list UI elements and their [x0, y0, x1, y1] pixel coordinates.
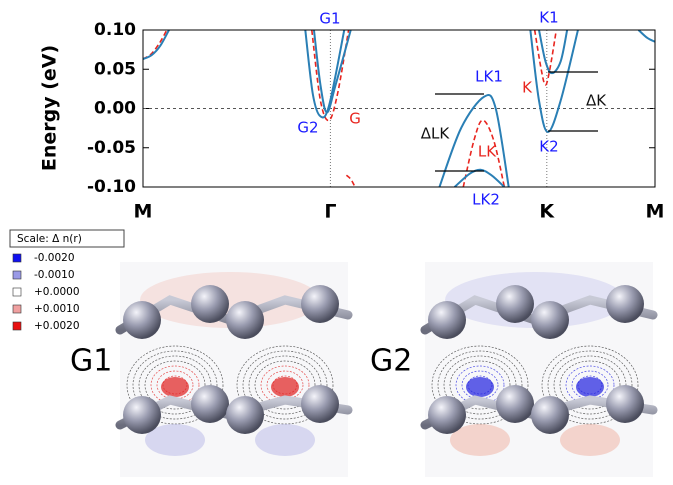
- contour: [553, 355, 627, 415]
- band-line: [529, 30, 579, 134]
- lobe-top: [140, 272, 320, 328]
- annotation: LK2: [472, 191, 500, 209]
- annotation: G2: [297, 119, 318, 137]
- y-tick-label: -0.05: [87, 138, 136, 158]
- annotation: ΔK: [586, 92, 607, 110]
- scale-swatch: [12, 304, 22, 314]
- contour: [260, 365, 310, 405]
- atom: [191, 285, 229, 323]
- density-panel: [115, 262, 353, 477]
- panel-label: G2: [370, 344, 412, 379]
- atom: [428, 396, 466, 434]
- atom: [301, 285, 339, 323]
- atom: [606, 285, 644, 323]
- atom: [496, 285, 534, 323]
- annotation: ΔLK: [421, 125, 451, 143]
- x-tick-label: Γ: [324, 201, 336, 223]
- contour: [150, 365, 200, 405]
- band-line: [143, 30, 168, 60]
- lobe: [271, 377, 299, 397]
- lobe-lower: [145, 424, 205, 456]
- band-line: [453, 168, 506, 187]
- x-tick-label: M: [646, 201, 665, 223]
- band-line: [345, 174, 356, 187]
- atom: [531, 396, 569, 434]
- band-line: [533, 30, 558, 86]
- annotation: LK: [478, 143, 497, 161]
- scale-label: -0.0020: [34, 252, 75, 264]
- atom: [301, 385, 339, 423]
- contour: [455, 365, 505, 405]
- contour: [254, 360, 316, 410]
- scale-title: Scale: Δ n(r): [17, 233, 82, 245]
- atom: [428, 301, 466, 339]
- band-line: [438, 94, 510, 187]
- lobe: [161, 377, 189, 397]
- contour: [443, 355, 517, 415]
- atom: [226, 301, 264, 339]
- scale-swatch: [12, 253, 22, 263]
- atom: [191, 385, 229, 423]
- atom: [123, 301, 161, 339]
- annotation: K1: [539, 9, 558, 27]
- annotation: K: [522, 79, 533, 97]
- atom: [123, 396, 161, 434]
- y-tick-label: -0.10: [87, 177, 136, 197]
- annotation: G: [349, 110, 361, 128]
- contour: [144, 360, 206, 410]
- scale-swatch: [12, 321, 22, 331]
- contour: [132, 350, 218, 420]
- x-tick-label: K: [539, 201, 555, 223]
- scale-swatch: [12, 287, 22, 297]
- contour: [138, 355, 212, 415]
- annotation: LK1: [475, 68, 503, 86]
- bands: [143, 30, 655, 187]
- scale-title-box: [9, 229, 125, 248]
- x-tick-label: M: [134, 201, 153, 223]
- lobe: [466, 377, 494, 397]
- y-tick-label: 0.00: [94, 99, 136, 119]
- density-panel: [420, 262, 658, 477]
- annotation: G1: [319, 10, 340, 28]
- panel-label: G1: [70, 344, 112, 379]
- contour: [437, 350, 523, 420]
- contour: [547, 350, 633, 420]
- scale-swatch: [12, 270, 22, 280]
- plot-frame: [142, 29, 656, 188]
- lobe: [576, 377, 604, 397]
- y-tick-label: 0.05: [94, 59, 136, 79]
- scale-label: +0.0000: [34, 286, 80, 298]
- band-line: [312, 30, 352, 114]
- lobe-lower: [560, 424, 620, 456]
- scale-label: -0.0010: [34, 269, 75, 281]
- band-line: [538, 30, 569, 75]
- contour: [565, 365, 615, 405]
- atom: [496, 385, 534, 423]
- lobe-top: [445, 272, 625, 328]
- contour: [559, 360, 621, 410]
- band-line: [637, 30, 655, 43]
- atom: [606, 385, 644, 423]
- scale-label: +0.0020: [34, 320, 80, 332]
- contour: [242, 350, 328, 420]
- annotation: K2: [539, 138, 558, 156]
- contour: [248, 355, 322, 415]
- band-line: [462, 119, 506, 187]
- lobe-lower: [255, 424, 315, 456]
- y-tick-label: 0.10: [94, 20, 136, 40]
- lobe-lower: [450, 424, 510, 456]
- band-line: [310, 30, 350, 122]
- atom: [226, 396, 264, 434]
- band-line: [304, 30, 346, 119]
- scale-label: +0.0010: [34, 303, 80, 315]
- y-axis-label: Energy (eV): [39, 45, 61, 171]
- contour: [449, 360, 511, 410]
- band-line: [143, 30, 170, 60]
- atom: [531, 301, 569, 339]
